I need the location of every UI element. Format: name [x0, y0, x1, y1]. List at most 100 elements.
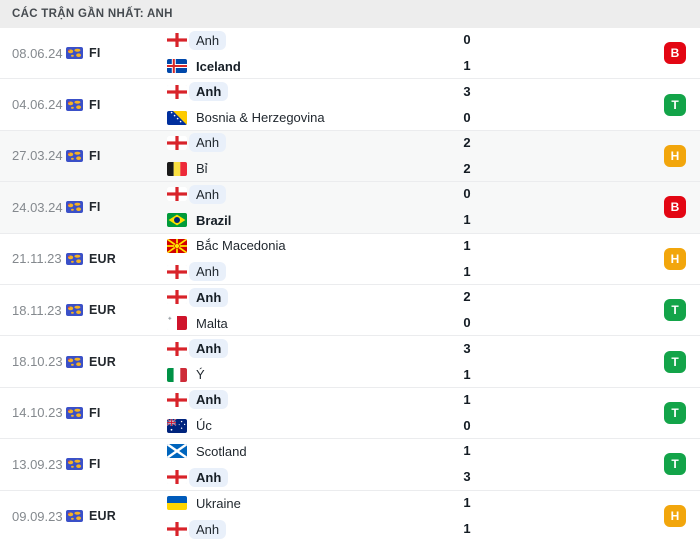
competition-label: FI: [89, 46, 101, 61]
home-score: 0: [463, 186, 471, 202]
teams-cell: Anh Malta: [167, 285, 447, 335]
result-cell: H: [487, 234, 700, 284]
match-date: 08.06.24: [12, 45, 63, 61]
england-flag-icon: [167, 187, 187, 202]
away-team-name: Bỉ: [196, 161, 208, 177]
match-row[interactable]: 18.10.23 EUR Anh Ý 3 1 T: [0, 336, 700, 388]
malta-flag-icon: [167, 316, 187, 331]
home-team-name: Anh: [189, 82, 229, 102]
away-team-row: Iceland: [167, 55, 447, 77]
away-score: 2: [463, 160, 471, 176]
match-date: 18.11.23: [12, 302, 62, 318]
away-score: 1: [463, 212, 471, 228]
competition-cell: EUR: [66, 491, 167, 542]
away-team-row: Ý: [167, 364, 447, 386]
home-score: 1: [463, 237, 471, 253]
match-row[interactable]: 21.11.23 EUR Bắc Macedonia Anh 1 1 H: [0, 233, 700, 285]
competition-cell: FI: [66, 182, 167, 232]
england-flag-icon: [167, 392, 187, 407]
away-team-row: Anh: [167, 261, 447, 283]
match-date: 09.09.23: [12, 508, 63, 524]
result-cell: T: [487, 439, 700, 489]
teams-cell: Bắc Macedonia Anh: [167, 234, 447, 284]
england-flag-icon: [167, 470, 187, 485]
home-score: 2: [463, 289, 471, 305]
england-flag-icon: [167, 522, 187, 537]
world-map-icon: [66, 406, 83, 419]
away-score: 1: [463, 58, 471, 74]
competition-cell: FI: [66, 388, 167, 438]
england-flag-icon: [167, 135, 187, 150]
iceland-flag-icon: [167, 59, 187, 74]
away-score: 3: [463, 469, 471, 485]
away-team-name: Anh: [189, 262, 227, 282]
away-team-name: Ý: [196, 367, 205, 383]
world-map-icon: [66, 252, 83, 265]
away-team-row: Bosnia & Herzegovina: [167, 107, 447, 129]
match-date: 13.09.23: [12, 456, 63, 472]
score-cell: 0 1: [447, 28, 487, 78]
home-score: 1: [463, 443, 471, 459]
competition-cell: FI: [66, 28, 167, 78]
home-score: 0: [463, 32, 471, 48]
teams-cell: Anh Iceland: [167, 28, 447, 78]
score-cell: 0 1: [447, 182, 487, 232]
teams-cell: Ukraine Anh: [167, 491, 447, 542]
match-row[interactable]: 24.03.24 FI Anh Brazil 0 1 B: [0, 182, 700, 234]
england-flag-icon: [167, 290, 187, 305]
home-team-row: Anh: [167, 286, 447, 308]
competition-cell: FI: [66, 131, 167, 181]
competition-label: EUR: [89, 354, 116, 369]
home-team-row: Anh: [167, 338, 447, 360]
away-team-row: Úc: [167, 415, 447, 437]
home-score: 2: [463, 134, 471, 150]
away-team-name: Malta: [196, 315, 228, 331]
match-row[interactable]: 13.09.23 FI Scotland Anh 1 3 T: [0, 439, 700, 491]
away-team-name: Anh: [189, 467, 229, 487]
bosnia-flag-icon: [167, 110, 187, 125]
brazil-flag-icon: [167, 213, 187, 228]
competition-cell: EUR: [66, 234, 167, 284]
england-flag-icon: [167, 84, 187, 99]
away-score: 0: [463, 417, 471, 433]
result-badge: T: [664, 401, 686, 424]
england-flag-icon: [167, 264, 187, 279]
score-cell: 2 2: [447, 131, 487, 181]
home-team-name: Ukraine: [196, 495, 241, 511]
match-row[interactable]: 09.09.23 EUR Ukraine Anh 1 1 H: [0, 490, 700, 542]
away-team-row: Bỉ: [167, 158, 447, 180]
home-team-name: Anh: [189, 287, 229, 307]
world-map-icon: [66, 201, 83, 214]
home-team-name: Scotland: [196, 443, 247, 459]
home-team-name: Bắc Macedonia: [196, 238, 286, 254]
result-cell: B: [487, 182, 700, 232]
home-score: 1: [463, 495, 471, 511]
score-cell: 2 0: [447, 285, 487, 335]
away-team-row: Malta: [167, 312, 447, 334]
world-map-icon: [66, 355, 83, 368]
world-map-icon: [66, 304, 83, 317]
competition-label: FI: [89, 148, 101, 163]
home-score: 3: [463, 340, 471, 356]
match-row[interactable]: 14.10.23 FI Anh Úc 1 0 T: [0, 387, 700, 440]
competition-label: FI: [89, 405, 101, 420]
result-badge: H: [664, 247, 686, 270]
match-row[interactable]: 18.11.23 EUR Anh Malta 2 0 T: [0, 284, 700, 337]
result-cell: T: [487, 79, 700, 129]
score-cell: 3 1: [447, 336, 487, 386]
match-date: 18.10.23: [12, 354, 63, 370]
competition-label: FI: [89, 200, 101, 215]
away-team-name: Anh: [189, 519, 227, 539]
result-badge: B: [664, 42, 686, 65]
home-team-row: Bắc Macedonia: [167, 235, 447, 257]
match-row[interactable]: 27.03.24 FI Anh Bỉ 2 2 H: [0, 130, 700, 183]
away-team-name: Brazil: [196, 212, 232, 228]
match-row[interactable]: 08.06.24 FI Anh Iceland 0 1 B: [0, 28, 700, 80]
teams-cell: Anh Ý: [167, 336, 447, 386]
away-team-row: Anh: [167, 518, 447, 540]
match-row[interactable]: 04.06.24 FI Anh Bosnia & Herzegovina 3 0…: [0, 79, 700, 131]
home-score: 3: [463, 83, 471, 99]
teams-cell: Anh Úc: [167, 388, 447, 438]
result-badge: T: [664, 350, 686, 373]
